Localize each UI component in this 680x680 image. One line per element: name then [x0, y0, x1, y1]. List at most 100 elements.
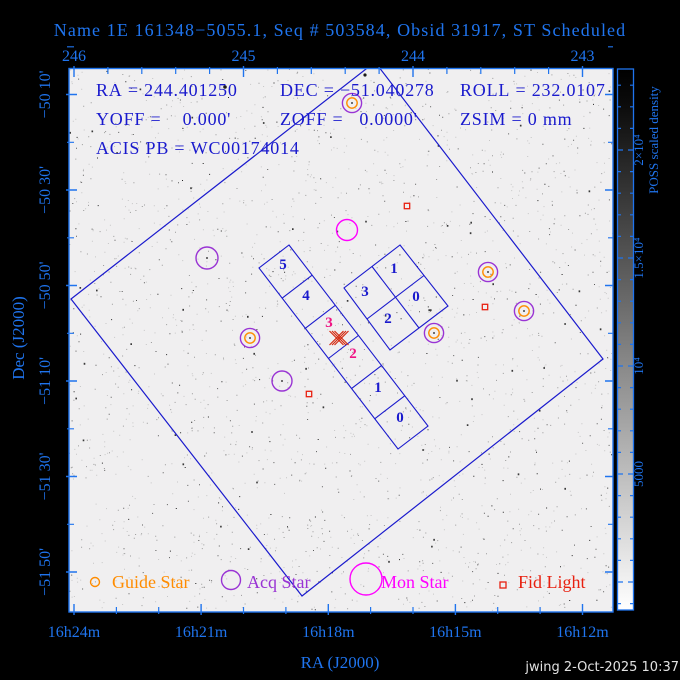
colorbar-tick-label: 5000 [631, 461, 646, 487]
major-ticks [66, 66, 613, 615]
left-axis-tick-label: −51 10' [37, 357, 54, 405]
star-point [523, 310, 525, 312]
mon-star-icon [349, 562, 383, 596]
sky-noise [69, 69, 613, 611]
acis-i-chip-label: 3 [361, 284, 369, 300]
fid-light-marker [305, 390, 313, 398]
fid-light-marker [403, 202, 411, 210]
zoff-value: ZOFF = 0.0000' [280, 109, 418, 129]
star-point [487, 271, 489, 273]
acq-star-marker [271, 370, 293, 392]
star-point [249, 337, 251, 339]
acis-i-array [343, 244, 449, 351]
acis-s-chip-label: 4 [302, 288, 310, 304]
guide-star-marker [244, 332, 256, 344]
acis-i-chip-label: 1 [390, 261, 398, 277]
top-axis-tick-label: 246 [62, 48, 86, 65]
bottom-axis-tick-label: 16h12m [556, 624, 609, 641]
sky-star [363, 73, 367, 77]
guide-star-ring [477, 261, 499, 283]
left-axis-tick-label: −51 50' [37, 548, 54, 596]
legend: Guide Star Acq Star Mon Star Fid Light [89, 562, 586, 596]
acis-s-strip [258, 244, 429, 450]
guide-star-marker [428, 327, 440, 339]
y-axis-title: Dec (J2000) [9, 296, 28, 380]
guide-star-icon [89, 576, 101, 588]
star-markers [195, 92, 535, 398]
acis-s-chip-label: 5 [279, 257, 287, 273]
acis-s-divider [304, 304, 336, 329]
star-point [281, 380, 283, 382]
guide-star-marker [518, 305, 530, 317]
acis-s-chip-label: 1 [374, 380, 382, 396]
colorbar-tick-label: 1.5×10⁴ [631, 237, 646, 279]
bottom-axis-tick-label: 16h15m [429, 624, 482, 641]
top-axis-tick-label: 243 [571, 48, 595, 65]
guide-star-marker [482, 266, 494, 278]
plot-border [68, 67, 614, 613]
acq-star-icon [220, 569, 242, 591]
star-point [351, 102, 353, 104]
colorbar-tick-marks [617, 84, 634, 605]
top-axis-tick-label: 244 [401, 48, 425, 65]
fov-outline [70, 69, 604, 597]
colorbar-tick-label: 2×10⁴ [631, 134, 646, 166]
acis-s-chip-label: 0 [396, 410, 404, 426]
acis-s-divider [328, 335, 359, 359]
acis-s-divider [351, 365, 382, 390]
bottom-axis-tick-label: 16h24m [48, 624, 101, 641]
minor-ticks [67, 46, 613, 614]
legend-acq-star: Acq Star [247, 572, 310, 592]
left-axis-tick-label: −50 50' [37, 261, 54, 309]
acis-i-chip-label: 0 [412, 289, 420, 305]
colorbar-tick-labels: 2×10⁴ 1.5×10⁴ 10⁴ 5000 [631, 134, 646, 487]
legend-guide-star: Guide Star [112, 572, 189, 592]
legend-fid-light: Fid Light [518, 572, 586, 592]
sky-star [223, 85, 227, 89]
page-title: Name 1E 161348−5055.1, Seq # 503584, Obs… [54, 20, 627, 40]
colorbar-title: POSS scaled density [646, 86, 661, 194]
sky-noise-stars [69, 88, 611, 563]
colorbar-border [616, 68, 635, 611]
acq-star-marker [195, 246, 219, 270]
top-axis-tick-label: 245 [232, 48, 256, 65]
guide-star-ring [239, 327, 261, 349]
yoff-value: YOFF = 0.000' [96, 109, 231, 129]
colorbar-ticks [617, 84, 634, 605]
ra-value: RA = 244.401250 [96, 80, 238, 100]
guide-star-ring [513, 300, 535, 322]
guide-star-marker [346, 97, 358, 109]
sky-noise-dots [73, 69, 613, 611]
bottom-axis-tick-label: 16h21m [175, 624, 228, 641]
sky-noise-dots [69, 69, 613, 611]
acis-s-divider [281, 274, 313, 299]
fid-light-marker [481, 303, 489, 311]
sky-noise-dots [69, 69, 611, 610]
star-point [433, 332, 435, 334]
fov-square [70, 69, 604, 597]
acis-s-divider [374, 395, 406, 420]
acis-s-chip-label: 2 [349, 346, 357, 362]
legend-mon-star: Mon Star [381, 572, 449, 592]
left-axis-tick-label: −51 30' [37, 452, 54, 500]
colorbar-tick-label: 10⁴ [631, 357, 646, 375]
mon-star-marker [335, 218, 359, 242]
acis-pb-value: ACIS PB = WC00174014 [96, 138, 300, 158]
acis-s-chip-label: 3 [325, 315, 333, 331]
fid-light-icon [499, 581, 507, 589]
acis-i-divider [366, 275, 425, 320]
star-point [206, 257, 208, 259]
colorbar-gradient [617, 69, 634, 610]
left-axis-tick-label: −50 30' [37, 166, 54, 214]
left-axis-tick-label: −50 10' [37, 70, 54, 118]
footer-user-date: jwing 2-Oct-2025 10:37 [524, 660, 679, 675]
target-x-marker [329, 330, 349, 346]
guide-star-ring [341, 92, 363, 114]
roll-value: ROLL = 232.0107 [460, 80, 606, 100]
bottom-axis-tick-label: 16h18m [302, 624, 355, 641]
acis-i-chip-label: 2 [384, 311, 392, 327]
guide-star-ring [423, 322, 445, 344]
